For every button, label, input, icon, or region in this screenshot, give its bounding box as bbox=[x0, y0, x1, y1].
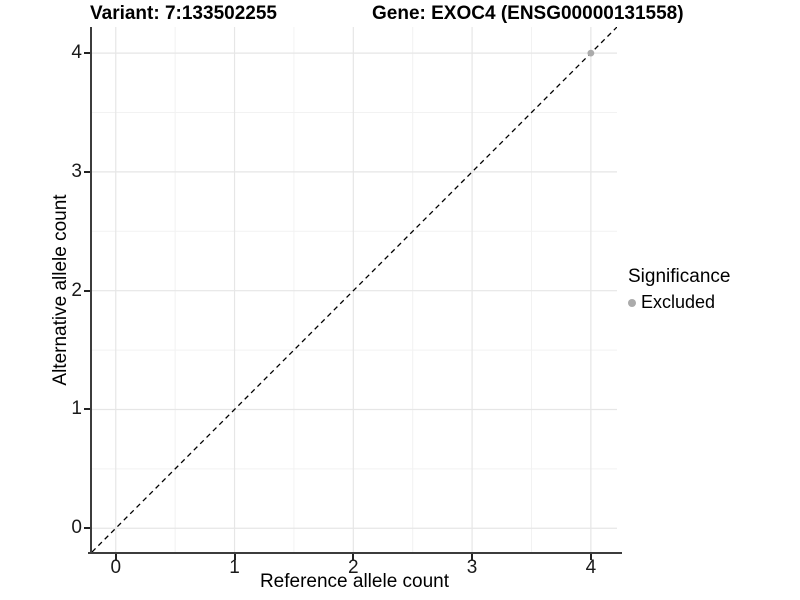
y-tick-label: 3 bbox=[71, 160, 82, 182]
y-tick-label: 0 bbox=[71, 517, 82, 539]
x-tick-mark bbox=[233, 554, 236, 560]
x-tick-label: 4 bbox=[585, 557, 597, 578]
legend-item-excluded: Excluded bbox=[628, 292, 730, 313]
y-tick-mark bbox=[84, 289, 90, 292]
identity-line bbox=[92, 27, 617, 552]
x-tick-mark bbox=[352, 554, 355, 560]
x-tick-label: 1 bbox=[229, 557, 240, 578]
y-tick-label: 4 bbox=[71, 42, 82, 64]
x-tick-label: 0 bbox=[110, 557, 122, 578]
legend-item-label: Excluded bbox=[641, 292, 716, 312]
y-tick-label: 1 bbox=[71, 398, 82, 420]
x-tick-mark bbox=[114, 554, 117, 560]
data-point-excluded bbox=[587, 49, 595, 57]
x-axis-line bbox=[88, 552, 622, 554]
legend-title: Significance bbox=[628, 266, 731, 287]
plot-title-gene: Gene: EXOC4 (ENSG00000131558) bbox=[372, 3, 684, 24]
x-tick-label: 2 bbox=[348, 557, 359, 578]
y-tick-label: 2 bbox=[71, 279, 82, 301]
x-tick-label: 3 bbox=[466, 557, 478, 578]
y-tick-mark bbox=[84, 527, 90, 530]
legend-key-dot-icon bbox=[628, 298, 636, 307]
plot-panel bbox=[92, 27, 617, 552]
plot-title-variant: Variant: 7:133502255 bbox=[90, 3, 277, 24]
y-tick-mark bbox=[84, 52, 90, 55]
y-axis-title: Alternative allele count bbox=[50, 194, 71, 386]
legend: Significance Excluded bbox=[628, 266, 730, 313]
y-axis-line bbox=[90, 27, 92, 554]
y-tick-mark bbox=[84, 408, 90, 411]
x-tick-mark bbox=[471, 554, 474, 560]
y-tick-mark bbox=[84, 170, 90, 173]
x-axis-title: Reference allele count bbox=[259, 571, 450, 592]
x-tick-mark bbox=[589, 554, 592, 560]
